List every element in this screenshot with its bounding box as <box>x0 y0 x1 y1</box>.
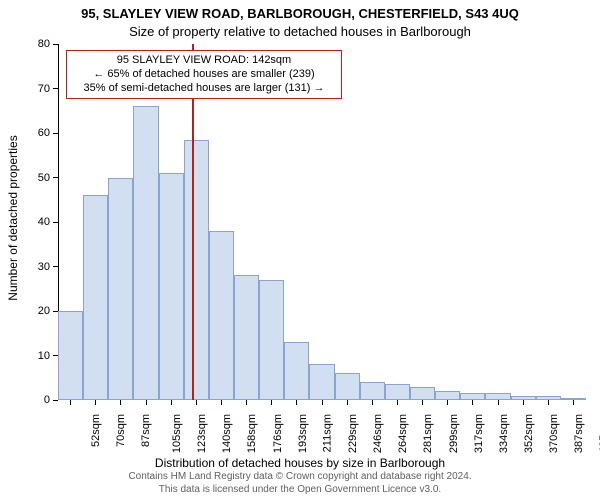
y-axis-label: Number of detached properties <box>6 18 20 418</box>
bar <box>335 373 360 400</box>
plot-area: 0102030405060708052sqm70sqm87sqm105sqm12… <box>58 44 586 400</box>
bar <box>460 393 485 400</box>
bar <box>58 311 83 400</box>
x-tick-mark <box>573 400 574 405</box>
x-tick-label: 211sqm <box>321 414 333 452</box>
x-tick-mark <box>422 400 423 405</box>
bar <box>360 382 385 400</box>
x-tick-mark <box>548 400 549 405</box>
x-tick-mark <box>322 400 323 405</box>
x-tick-label: 264sqm <box>397 414 409 453</box>
y-tick-mark <box>53 133 58 134</box>
y-tick-label: 10 <box>38 350 50 362</box>
bar <box>234 275 259 400</box>
bar <box>184 140 209 400</box>
x-tick-mark <box>296 400 297 405</box>
bar <box>485 393 510 400</box>
bar <box>133 106 158 400</box>
x-tick-label: 334sqm <box>498 414 510 453</box>
bar <box>309 364 334 400</box>
y-tick-mark <box>53 88 58 89</box>
y-tick-mark <box>53 266 58 267</box>
bar <box>385 384 410 400</box>
x-tick-mark <box>196 400 197 405</box>
bar <box>435 391 460 400</box>
x-tick-mark <box>171 400 172 405</box>
x-tick-label: 123sqm <box>196 414 208 453</box>
x-tick-label: 299sqm <box>448 414 460 453</box>
chart-title-subtitle: Size of property relative to detached ho… <box>0 24 600 39</box>
x-tick-label: 281sqm <box>423 414 435 453</box>
x-tick-label: 158sqm <box>247 414 259 453</box>
x-tick-label: 87sqm <box>140 414 152 447</box>
annotation-line: 95 SLAYLEY VIEW ROAD: 142sqm <box>73 54 335 68</box>
bar <box>259 280 284 400</box>
y-tick-label: 80 <box>38 38 50 50</box>
x-tick-mark <box>246 400 247 405</box>
x-tick-mark <box>347 400 348 405</box>
x-tick-label: 229sqm <box>347 414 359 453</box>
bar <box>284 342 309 400</box>
y-tick-label: 60 <box>38 127 50 139</box>
bar <box>108 178 133 401</box>
x-tick-label: 140sqm <box>221 414 233 453</box>
x-tick-mark <box>70 400 71 405</box>
annotation-box: 95 SLAYLEY VIEW ROAD: 142sqm← 65% of det… <box>66 50 342 99</box>
chart-container: 95, SLAYLEY VIEW ROAD, BARLBOROUGH, CHES… <box>0 0 600 500</box>
x-tick-mark <box>397 400 398 405</box>
chart-footer: Contains HM Land Registry data © Crown c… <box>0 471 600 496</box>
x-tick-mark <box>120 400 121 405</box>
y-tick-mark <box>53 222 58 223</box>
x-tick-mark <box>523 400 524 405</box>
x-tick-mark <box>472 400 473 405</box>
x-tick-mark <box>498 400 499 405</box>
annotation-line: ← 65% of detached houses are smaller (23… <box>73 68 335 82</box>
x-tick-label: 370sqm <box>548 414 560 453</box>
bar <box>159 173 184 400</box>
x-tick-label: 246sqm <box>372 414 384 453</box>
x-tick-mark <box>95 400 96 405</box>
x-tick-label: 317sqm <box>473 414 485 453</box>
footer-line2: This data is licensed under the Open Gov… <box>0 484 600 497</box>
x-axis-label: Distribution of detached houses by size … <box>0 456 600 470</box>
y-tick-label: 70 <box>38 83 50 95</box>
x-tick-label: 387sqm <box>573 414 585 453</box>
annotation-line: 35% of semi-detached houses are larger (… <box>73 82 335 96</box>
bar <box>209 231 234 400</box>
bar <box>410 387 435 400</box>
x-tick-label: 70sqm <box>115 414 127 447</box>
x-tick-mark <box>271 400 272 405</box>
y-tick-label: 40 <box>38 216 50 228</box>
y-tick-label: 50 <box>38 172 50 184</box>
y-tick-label: 30 <box>38 261 50 273</box>
y-tick-mark <box>53 177 58 178</box>
bar <box>83 195 108 400</box>
x-tick-label: 176sqm <box>272 414 284 453</box>
chart-title-address: 95, SLAYLEY VIEW ROAD, BARLBOROUGH, CHES… <box>0 6 600 21</box>
x-tick-label: 193sqm <box>297 414 309 453</box>
x-tick-label: 105sqm <box>171 414 183 453</box>
x-tick-mark <box>447 400 448 405</box>
footer-line1: Contains HM Land Registry data © Crown c… <box>0 471 600 484</box>
x-tick-label: 352sqm <box>523 414 535 453</box>
x-tick-mark <box>372 400 373 405</box>
x-tick-label: 52sqm <box>90 414 102 447</box>
x-tick-mark <box>146 400 147 405</box>
x-tick-mark <box>221 400 222 405</box>
y-tick-mark <box>53 44 58 45</box>
y-tick-label: 20 <box>38 305 50 317</box>
y-tick-label: 0 <box>44 394 50 406</box>
